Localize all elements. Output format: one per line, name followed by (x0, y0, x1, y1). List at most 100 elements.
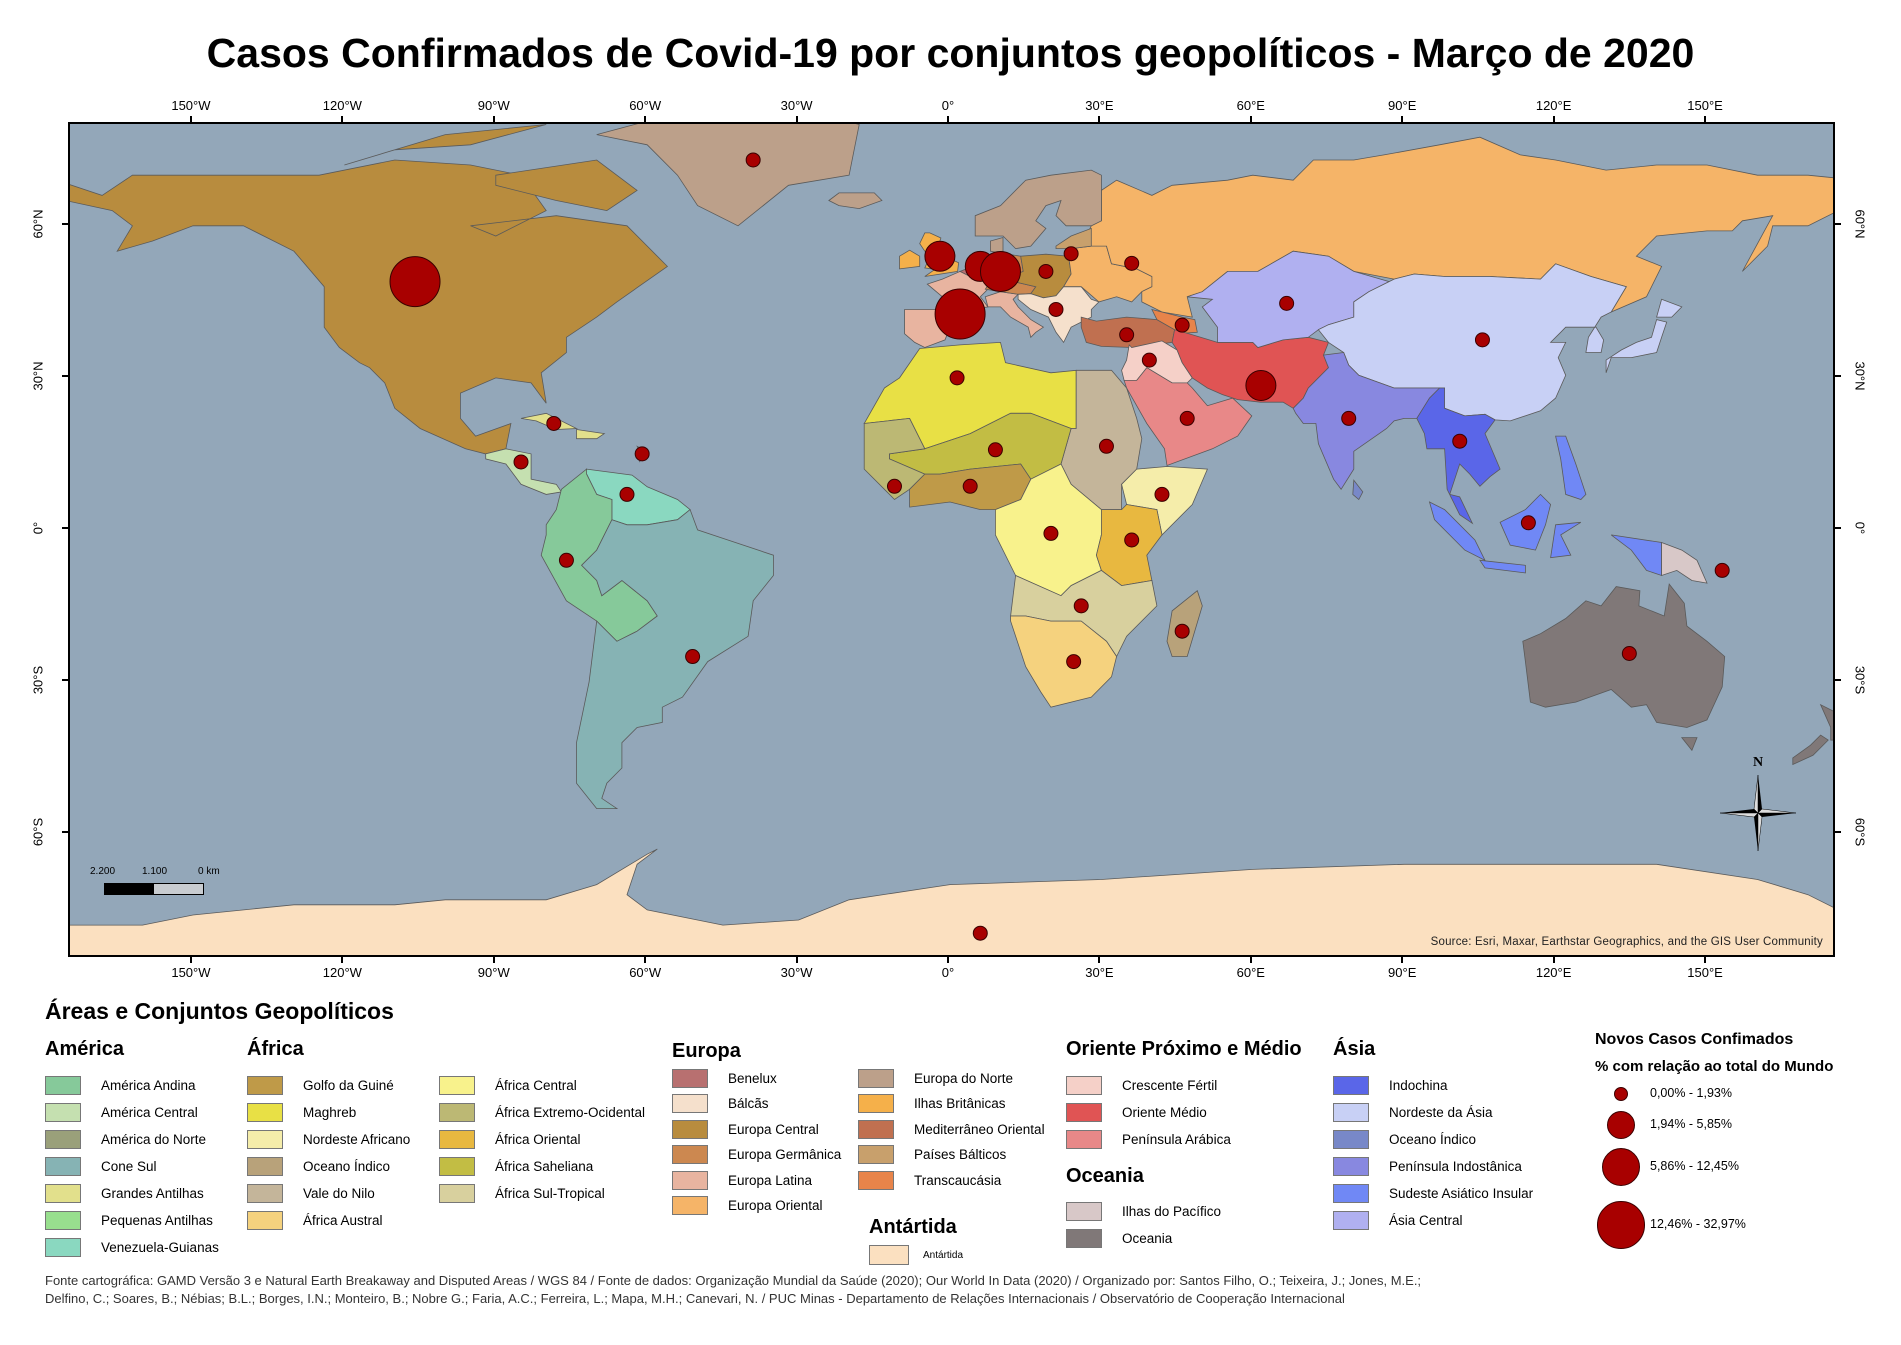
case-bubble[interactable] (685, 649, 701, 665)
case-bubble[interactable] (924, 240, 956, 272)
bubble-legend-label: 5,86% - 12,45% (1650, 1159, 1739, 1173)
latitude-label-right: 60°S (1852, 817, 1868, 847)
scale-label-2200: 2.200 (90, 866, 116, 877)
legend-title: Áreas e Conjuntos Geopolíticos (45, 998, 394, 1024)
longitude-tick (189, 957, 192, 963)
legend-label: Sudeste Asiático Insular (1389, 1186, 1534, 1201)
latitude-label-right: 30°N (1852, 361, 1868, 391)
case-bubble[interactable] (1174, 317, 1190, 333)
legend-swatch (247, 1184, 283, 1203)
legend-swatch (1333, 1184, 1369, 1203)
footer-credits-line-2: Delfino, C.; Soares, B.; Nébias; B.L.; B… (45, 1291, 1345, 1306)
longitude-tick (1704, 957, 1707, 963)
legend-label: Oceano Índico (303, 1159, 391, 1174)
case-bubble[interactable] (1066, 654, 1082, 670)
case-bubble[interactable] (949, 370, 965, 386)
legend-swatch (1066, 1202, 1102, 1221)
bubble-legend-symbol (1614, 1087, 1628, 1101)
case-bubble[interactable] (1098, 438, 1114, 454)
case-bubble[interactable] (1141, 352, 1157, 368)
legend-swatch (45, 1076, 81, 1095)
legend-header-oriente-proximo-e-medio: Oriente Próximo e Médio (1066, 1038, 1302, 1060)
legend-item-asia-central: Ásia Central (1333, 1211, 1463, 1230)
case-bubble[interactable] (1621, 646, 1637, 662)
case-bubble[interactable] (1452, 433, 1468, 449)
legend-swatch (1333, 1103, 1369, 1122)
legend-item-balcas: Bálcãs (672, 1094, 769, 1113)
case-bubble[interactable] (1048, 301, 1064, 317)
case-bubble[interactable] (1124, 255, 1140, 271)
legend-item-crescente-fertil: Crescente Fértil (1066, 1076, 1217, 1095)
case-bubble[interactable] (1714, 562, 1730, 578)
legend-label: Ilhas do Pacífico (1122, 1204, 1222, 1219)
legend-item-peninsula-indostanica: Península Indostânica (1333, 1157, 1522, 1176)
case-bubble[interactable] (1341, 410, 1357, 426)
case-bubble[interactable] (1520, 515, 1536, 531)
longitude-tick (947, 116, 949, 122)
legend-item-africa-sul-tropical: África Sul-Tropical (439, 1184, 605, 1203)
case-bubble[interactable] (1124, 532, 1140, 548)
legend-swatch (672, 1196, 708, 1215)
latitude-label-left: 30°S (30, 665, 46, 695)
legend-item-venezuela-guianas: Venezuela-Guianas (45, 1238, 219, 1257)
legend-label: Antártida (923, 1249, 964, 1261)
case-bubble[interactable] (987, 442, 1003, 458)
bubble-legend-label: 1,94% - 5,85% (1650, 1117, 1732, 1131)
legend-swatch (439, 1103, 475, 1122)
legend-item-europa-do-norte: Europa do Norte (858, 1069, 1013, 1088)
legend-label: Nordeste da Ásia (1389, 1105, 1493, 1120)
case-bubble[interactable] (619, 486, 635, 502)
case-bubble[interactable] (1179, 410, 1195, 426)
case-bubble[interactable] (1245, 369, 1277, 401)
case-bubble[interactable] (972, 925, 988, 941)
longitude-tick (189, 116, 192, 122)
legend-item-vale-do-nilo: Vale do Nilo (247, 1184, 375, 1203)
longitude-label-top: 150°E (1687, 98, 1723, 113)
legend-label: Grandes Antilhas (101, 1186, 204, 1201)
case-bubble[interactable] (979, 250, 1021, 292)
latitude-label-left: 0° (30, 521, 46, 535)
legend-swatch (439, 1184, 475, 1203)
case-bubble[interactable] (513, 454, 529, 470)
longitude-label-bottom: 120°W (322, 965, 362, 980)
map-canvas (70, 124, 1833, 955)
case-bubble[interactable] (546, 415, 562, 431)
latitude-label-left: 60°N (30, 209, 46, 239)
latitude-label-right: 0° (1852, 521, 1868, 535)
case-bubble[interactable] (1063, 246, 1079, 262)
case-bubble[interactable] (1474, 332, 1490, 348)
case-bubble[interactable] (389, 256, 441, 308)
case-bubble[interactable] (1154, 486, 1170, 502)
legend-item-cone-sul: Cone Sul (45, 1157, 157, 1176)
longitude-label-top: 0° (941, 98, 955, 113)
legend-label: América Andina (101, 1078, 196, 1093)
legend-item-america-do-norte: América do Norte (45, 1130, 206, 1149)
case-bubble[interactable] (962, 478, 978, 494)
case-bubble[interactable] (1038, 263, 1054, 279)
longitude-tick (492, 957, 495, 963)
legend-swatch (1333, 1130, 1369, 1149)
case-bubble[interactable] (1119, 327, 1135, 343)
case-bubble[interactable] (1279, 295, 1295, 311)
case-bubble[interactable] (934, 288, 986, 340)
case-bubble[interactable] (886, 478, 902, 494)
legend-label: Maghreb (303, 1105, 357, 1120)
legend-item-africa-extremo-ocidental: África Extremo-Ocidental (439, 1103, 645, 1122)
longitude-label-bottom: 90°W (477, 965, 510, 980)
latitude-tick (62, 222, 68, 225)
scale-bar-graphic (104, 883, 204, 895)
latitude-tick (62, 526, 68, 529)
case-bubble[interactable] (1174, 623, 1190, 639)
case-bubble[interactable] (745, 152, 761, 168)
latitude-tick (62, 830, 68, 833)
case-bubble[interactable] (1043, 525, 1059, 541)
legend-label: Ásia Central (1389, 1213, 1463, 1228)
case-bubble[interactable] (558, 552, 574, 568)
region-grandes-antilhas (576, 429, 606, 440)
case-bubble[interactable] (634, 446, 650, 462)
longitude-label-bottom: 30°E (1085, 965, 1114, 980)
case-bubble[interactable] (1073, 598, 1089, 614)
longitude-label-top: 90°E (1388, 98, 1417, 113)
world-map[interactable] (68, 122, 1835, 957)
legend-item-america-central: América Central (45, 1103, 198, 1122)
